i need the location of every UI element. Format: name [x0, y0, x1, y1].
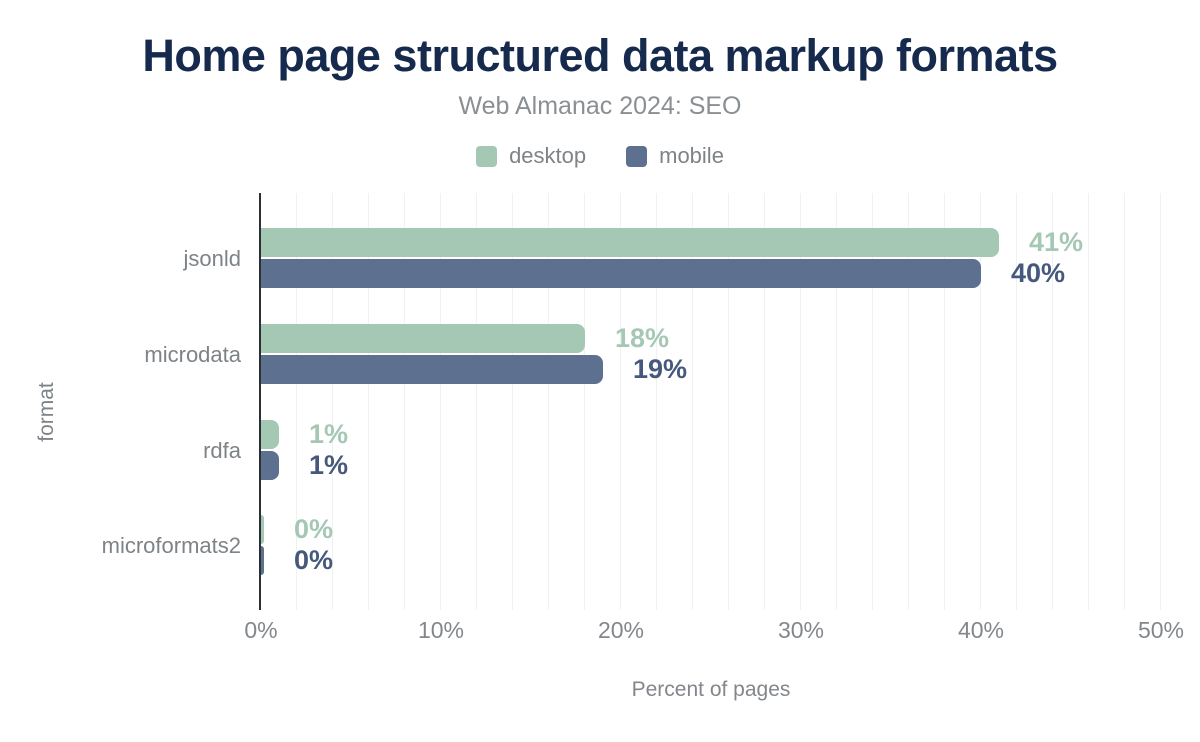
plot-area: jsonld 41% 40% microdata 18% 19% rdfa 1% 1% micro…: [102, 193, 1161, 610]
legend: desktop mobile: [0, 143, 1200, 169]
gridline: [656, 193, 657, 610]
bar-mobile-microdata: [261, 355, 603, 384]
x-tick-label-30: 30%: [777, 617, 825, 643]
x-tick-label-20: 20%: [597, 617, 645, 643]
bar-desktop-microdata: [261, 324, 585, 353]
bar-mobile-rdfa: [261, 451, 279, 480]
category-label-microformats2: microformats2: [101, 533, 241, 558]
value-label-mobile-rdfa: 1%: [309, 450, 349, 480]
value-label-desktop-rdfa: 1%: [309, 419, 349, 449]
legend-label-mobile: mobile: [659, 143, 724, 168]
x-tick-label-10: 10%: [417, 617, 465, 643]
legend-item-mobile: mobile: [626, 143, 724, 169]
value-label-desktop-jsonld: 41%: [1029, 227, 1084, 257]
value-label-mobile-microformats2: 0%: [294, 545, 334, 575]
x-tick-label-0: 0%: [244, 617, 278, 643]
legend-swatch-desktop-icon: [476, 145, 498, 167]
gridline: [1124, 193, 1125, 610]
gridline: [728, 193, 729, 610]
gridline: [332, 193, 333, 610]
gridline: [908, 193, 909, 610]
y-axis-title: format: [35, 382, 58, 442]
category-label-microdata: microdata: [144, 342, 241, 367]
gridline: [584, 193, 585, 610]
gridline: [512, 193, 513, 610]
gridline: [764, 193, 765, 610]
gridline: [404, 193, 405, 610]
category-label-rdfa: rdfa: [203, 438, 241, 463]
gridline: [836, 193, 837, 610]
gridline: [548, 193, 549, 610]
gridline: [476, 193, 477, 610]
gridline: [1016, 193, 1017, 610]
legend-swatch-mobile-icon: [626, 145, 648, 167]
value-label-desktop-microdata: 18%: [615, 323, 670, 353]
gridline: [620, 193, 621, 610]
gridline: [872, 193, 873, 610]
bar-desktop-jsonld: [261, 228, 999, 257]
gridline: [1052, 193, 1053, 610]
x-axis-title: Percent of pages: [631, 678, 791, 701]
gridline: [944, 193, 945, 610]
gridline: [800, 193, 801, 610]
y-axis-line: [259, 193, 261, 610]
gridline: [296, 193, 297, 610]
value-label-desktop-microformats2: 0%: [294, 514, 334, 544]
chart-title: Home page structured data markup formats: [142, 30, 1058, 81]
x-tick-label-40: 40%: [957, 617, 1005, 643]
gridline: [1088, 193, 1089, 610]
gridline: [692, 193, 693, 610]
gridline: [1160, 193, 1161, 610]
bar-mobile-microformats2: [261, 546, 264, 575]
chart-subtitle: Web Almanac 2024: SEO: [458, 92, 742, 120]
gridline: [980, 193, 981, 610]
x-tick-label-50: 50%: [1137, 617, 1185, 643]
bar-mobile-jsonld: [261, 259, 981, 288]
value-label-mobile-microdata: 19%: [633, 354, 688, 384]
value-label-mobile-jsonld: 40%: [1011, 258, 1066, 288]
gridline: [368, 193, 369, 610]
bar-desktop-microformats2: [261, 515, 264, 544]
category-label-jsonld: jsonld: [183, 246, 241, 271]
legend-item-desktop: desktop: [476, 143, 586, 169]
bar-desktop-rdfa: [261, 420, 279, 449]
gridline: [440, 193, 441, 610]
legend-label-desktop: desktop: [509, 143, 587, 168]
